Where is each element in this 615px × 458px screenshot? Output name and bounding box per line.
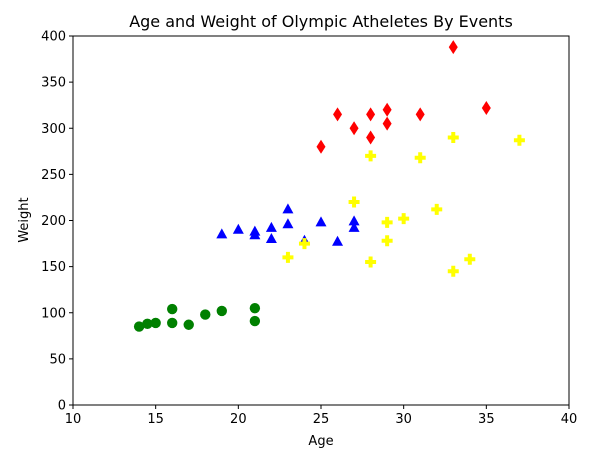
- y-tick-label: 200: [41, 214, 66, 229]
- triangle-point: [249, 229, 261, 240]
- chart-title: Age and Weight of Olympic Atheletes By E…: [129, 12, 513, 31]
- diamond-point: [448, 40, 458, 55]
- diamond-point: [382, 116, 392, 131]
- diamond-point: [415, 107, 425, 122]
- diamond-point: [349, 121, 359, 136]
- diamond-point: [366, 107, 376, 122]
- circle-point: [249, 315, 261, 327]
- series-1: [216, 203, 360, 246]
- circle-point: [167, 317, 178, 329]
- circle-point: [142, 318, 153, 330]
- x-axis-label: Age: [308, 434, 333, 449]
- plus-point: [365, 256, 377, 268]
- circle-point: [150, 317, 161, 329]
- triangle-point: [282, 203, 294, 214]
- triangle-point: [265, 232, 277, 243]
- series-2: [282, 131, 525, 277]
- plus-point: [398, 213, 410, 225]
- x-axis: 10 15 20 25 30 35 40: [65, 405, 578, 427]
- plus-point: [431, 203, 443, 215]
- circle-point: [167, 303, 178, 315]
- triangle-point: [332, 235, 344, 246]
- circle-point: [216, 305, 227, 317]
- y-axis-label: Weight: [17, 197, 32, 242]
- y-tick-label: 300: [41, 122, 66, 137]
- circle-point: [133, 321, 145, 332]
- series-0: [133, 302, 261, 332]
- diamond-point: [333, 107, 343, 122]
- y-axis: 0 50 100 150 200 250 300 350 400: [41, 30, 73, 414]
- triangle-point: [348, 215, 360, 226]
- triangle-point: [265, 221, 277, 232]
- x-tick-label: 30: [395, 412, 412, 427]
- triangle-point: [282, 218, 294, 229]
- plus-point: [447, 131, 459, 143]
- plus-point: [282, 251, 294, 263]
- y-tick-label: 250: [41, 168, 66, 183]
- x-tick-label: 20: [230, 412, 247, 427]
- plus-point: [447, 265, 459, 277]
- x-tick-label: 10: [65, 412, 82, 427]
- diamond-point: [382, 102, 392, 117]
- y-tick-label: 0: [58, 399, 66, 414]
- y-tick-label: 50: [49, 352, 66, 367]
- plus-point: [513, 134, 525, 146]
- plus-point: [381, 216, 393, 228]
- y-tick-label: 350: [41, 76, 66, 91]
- plus-point: [298, 238, 310, 250]
- x-tick-label: 15: [147, 412, 164, 427]
- series-3: [316, 40, 491, 154]
- x-tick-label: 35: [478, 412, 495, 427]
- plus-point: [365, 150, 377, 162]
- diamond-point: [366, 130, 376, 145]
- plus-point: [464, 253, 476, 265]
- circle-point: [249, 302, 261, 314]
- x-tick-label: 25: [313, 412, 330, 427]
- diamond-point: [316, 139, 326, 154]
- triangle-point: [232, 223, 244, 234]
- triangle-point: [348, 221, 360, 232]
- circle-point: [183, 319, 194, 330]
- triangle-point: [315, 216, 327, 227]
- plus-point: [381, 235, 393, 247]
- y-tick-label: 100: [41, 306, 66, 321]
- circle-point: [200, 309, 211, 320]
- y-tick-label: 150: [41, 260, 66, 275]
- triangle-point: [216, 228, 228, 239]
- points-layer: [133, 40, 525, 332]
- diamond-point: [481, 100, 491, 115]
- x-tick-label: 40: [561, 412, 578, 427]
- plus-point: [348, 196, 360, 208]
- y-tick-label: 400: [41, 30, 66, 45]
- plus-point: [414, 152, 426, 164]
